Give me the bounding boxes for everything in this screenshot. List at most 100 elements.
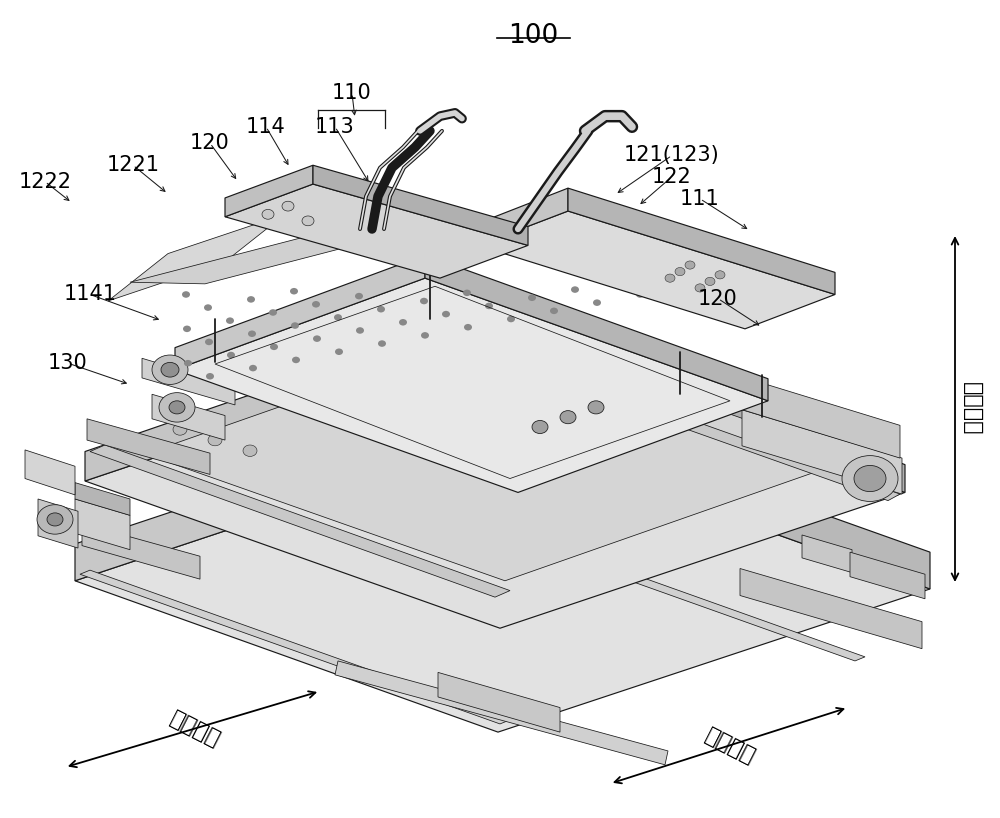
Polygon shape — [142, 358, 235, 405]
Circle shape — [348, 402, 362, 413]
Circle shape — [356, 327, 364, 334]
Polygon shape — [478, 188, 568, 245]
Circle shape — [227, 352, 235, 358]
Polygon shape — [75, 438, 930, 732]
Circle shape — [208, 434, 222, 446]
Text: 120: 120 — [698, 289, 738, 308]
Polygon shape — [850, 552, 925, 599]
Circle shape — [248, 330, 256, 337]
Circle shape — [204, 304, 212, 311]
Circle shape — [377, 306, 385, 312]
Polygon shape — [85, 312, 490, 481]
Circle shape — [463, 290, 471, 296]
Polygon shape — [152, 394, 225, 440]
Polygon shape — [478, 211, 835, 329]
Polygon shape — [438, 672, 560, 732]
Circle shape — [485, 303, 493, 309]
Circle shape — [355, 293, 363, 299]
Circle shape — [715, 271, 725, 279]
Circle shape — [282, 201, 294, 211]
Polygon shape — [75, 499, 130, 550]
Polygon shape — [75, 483, 130, 515]
Polygon shape — [145, 331, 855, 581]
Text: 第二方向: 第二方向 — [702, 725, 758, 767]
Polygon shape — [175, 278, 768, 492]
Polygon shape — [742, 410, 902, 494]
Circle shape — [399, 319, 407, 326]
Text: 121(123): 121(123) — [624, 146, 720, 165]
Circle shape — [571, 286, 579, 293]
Polygon shape — [313, 165, 528, 245]
Circle shape — [313, 335, 321, 342]
Circle shape — [206, 373, 214, 380]
Text: 110: 110 — [332, 83, 372, 103]
Text: 114: 114 — [246, 117, 286, 137]
Circle shape — [854, 465, 886, 492]
Circle shape — [335, 348, 343, 355]
Circle shape — [552, 404, 584, 430]
Circle shape — [302, 216, 314, 226]
Polygon shape — [802, 535, 852, 573]
Polygon shape — [82, 524, 200, 579]
Polygon shape — [75, 401, 505, 581]
Circle shape — [243, 445, 257, 456]
Circle shape — [152, 355, 188, 384]
Circle shape — [636, 291, 644, 298]
Polygon shape — [740, 376, 900, 458]
Polygon shape — [130, 229, 410, 284]
Text: 130: 130 — [48, 353, 88, 373]
Circle shape — [593, 299, 601, 306]
Polygon shape — [480, 349, 900, 501]
Circle shape — [532, 420, 548, 434]
Text: 113: 113 — [315, 117, 355, 137]
Circle shape — [247, 296, 255, 303]
Circle shape — [421, 332, 429, 339]
Circle shape — [842, 456, 898, 501]
Circle shape — [262, 209, 274, 219]
Polygon shape — [80, 570, 510, 724]
Polygon shape — [90, 445, 510, 597]
Circle shape — [159, 393, 195, 422]
Circle shape — [47, 513, 63, 526]
Circle shape — [550, 308, 558, 314]
Circle shape — [161, 362, 179, 377]
Circle shape — [705, 277, 715, 285]
Circle shape — [685, 261, 695, 269]
Polygon shape — [38, 499, 78, 548]
Circle shape — [558, 461, 572, 472]
Circle shape — [334, 314, 342, 321]
Circle shape — [313, 391, 327, 402]
Circle shape — [291, 322, 299, 329]
Circle shape — [312, 301, 320, 308]
Circle shape — [665, 274, 675, 282]
Polygon shape — [568, 188, 835, 294]
Circle shape — [169, 401, 185, 414]
Polygon shape — [435, 507, 865, 661]
Polygon shape — [510, 396, 605, 450]
Circle shape — [37, 505, 73, 534]
Circle shape — [184, 360, 192, 366]
Polygon shape — [175, 255, 425, 370]
Text: 120: 120 — [190, 133, 230, 153]
Circle shape — [507, 316, 515, 322]
Circle shape — [182, 291, 190, 298]
Circle shape — [420, 298, 428, 304]
Polygon shape — [425, 255, 768, 401]
Circle shape — [249, 365, 257, 371]
Circle shape — [183, 326, 191, 332]
Circle shape — [442, 311, 450, 317]
Circle shape — [270, 344, 278, 350]
Text: 1222: 1222 — [18, 172, 72, 191]
Polygon shape — [87, 419, 210, 474]
Circle shape — [580, 394, 612, 420]
Text: 1221: 1221 — [106, 155, 160, 175]
Polygon shape — [225, 184, 528, 278]
Circle shape — [226, 317, 234, 324]
Circle shape — [269, 309, 277, 316]
Circle shape — [588, 401, 604, 414]
Circle shape — [523, 470, 537, 482]
Circle shape — [524, 414, 556, 440]
Polygon shape — [740, 569, 922, 649]
Polygon shape — [225, 165, 313, 217]
Circle shape — [173, 424, 187, 435]
